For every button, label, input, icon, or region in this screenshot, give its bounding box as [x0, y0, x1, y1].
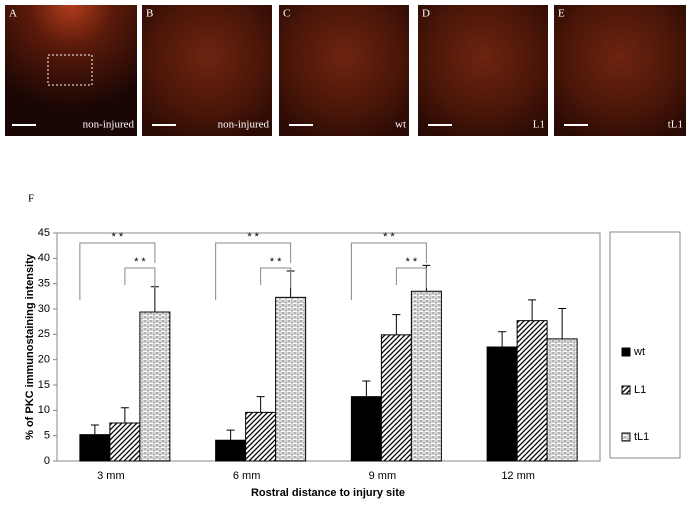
y-tick-label: 25	[38, 328, 50, 340]
legend-frame	[609, 231, 681, 459]
significance-bracket	[215, 242, 292, 300]
bar	[215, 439, 247, 462]
panel-caption: non-injured	[218, 119, 270, 131]
error-bar	[226, 429, 235, 441]
x-tick-label: 3 mm	[97, 470, 125, 482]
panel-a	[5, 5, 137, 136]
y-tick-label: 15	[38, 379, 50, 391]
significance-label: * *	[112, 231, 124, 243]
panel-b	[142, 5, 272, 136]
y-tick-label: 35	[38, 278, 50, 290]
panel-caption: non-injured	[83, 119, 135, 131]
significance-label: * *	[383, 231, 395, 243]
significance-label: * *	[247, 231, 259, 243]
significance-bracket	[260, 267, 292, 288]
legend-label: wt	[633, 346, 645, 358]
error-bar	[362, 380, 371, 397]
significance-bracket	[350, 242, 427, 300]
y-tick-label: 30	[38, 303, 50, 315]
y-tick-label: 10	[38, 404, 50, 416]
y-tick-label: 45	[38, 227, 50, 239]
panel-caption: tL1	[668, 119, 683, 131]
error-bar	[392, 314, 401, 335]
panel-c	[279, 5, 409, 136]
y-axis-label: % of PKC immunostaining intensity	[24, 253, 36, 440]
bar	[516, 320, 548, 462]
y-tick-label: 0	[44, 455, 50, 467]
legend-swatch	[621, 347, 631, 357]
error-bar	[90, 424, 99, 435]
bar	[109, 422, 141, 462]
error-bar	[150, 286, 159, 313]
panel-letter: A	[9, 8, 17, 20]
error-bar	[558, 307, 567, 339]
significance-bracket	[395, 267, 427, 288]
legend-label: tL1	[634, 431, 649, 443]
legend-label: L1	[634, 384, 646, 396]
chart-label: F	[28, 193, 34, 205]
panel-caption: wt	[395, 119, 406, 131]
x-tick-label: 9 mm	[369, 470, 397, 482]
x-tick-label: 12 mm	[501, 470, 535, 482]
bar	[350, 396, 382, 462]
bar	[380, 334, 412, 462]
y-tick-label: 40	[38, 252, 50, 264]
legend-swatch	[621, 432, 631, 442]
bar	[245, 411, 277, 462]
bar	[410, 290, 442, 462]
panel-letter: E	[558, 8, 565, 20]
significance-label: * *	[270, 256, 282, 268]
y-tick-label: 5	[44, 430, 50, 442]
legend-swatch	[621, 385, 631, 395]
significance-bracket	[79, 242, 156, 300]
panel-letter: D	[422, 8, 430, 20]
x-tick-label: 6 mm	[233, 470, 261, 482]
y-tick-label: 20	[38, 354, 50, 366]
significance-label: * *	[406, 256, 418, 268]
bar	[275, 296, 307, 462]
error-bar	[120, 407, 129, 423]
panel-e	[554, 5, 686, 136]
bar	[486, 346, 518, 462]
panel-letter: B	[146, 8, 153, 20]
bar	[79, 434, 111, 462]
error-bar	[528, 299, 537, 321]
panel-d	[418, 5, 548, 136]
bar	[139, 311, 171, 462]
x-axis-label: Rostral distance to injury site	[251, 487, 405, 499]
error-bar	[498, 331, 507, 347]
panel-letter: C	[283, 8, 290, 20]
significance-bracket	[124, 267, 156, 288]
significance-label: * *	[134, 256, 146, 268]
error-bar	[256, 396, 265, 413]
panel-caption: L1	[533, 119, 545, 131]
bar	[546, 338, 578, 462]
